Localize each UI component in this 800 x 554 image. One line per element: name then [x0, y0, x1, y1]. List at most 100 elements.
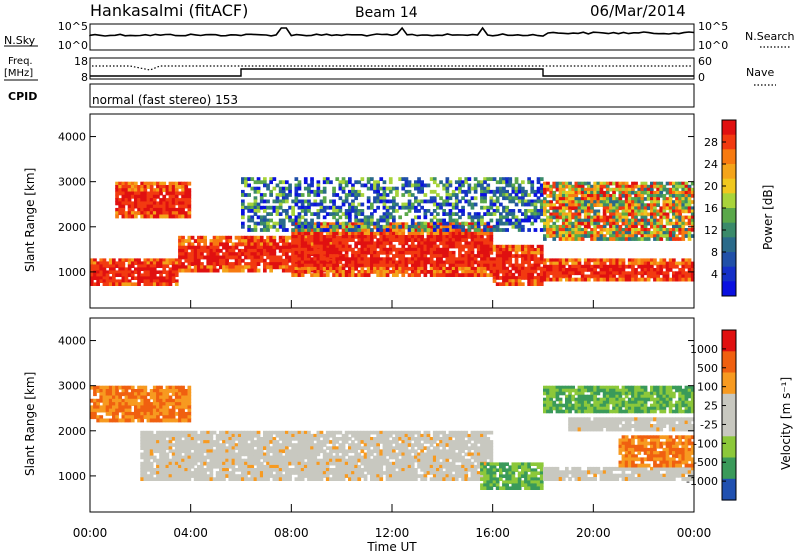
heatmap-cell — [187, 201, 192, 206]
heatmap-cell — [546, 224, 550, 229]
heatmap-cell — [420, 205, 424, 210]
heatmap-cell — [178, 201, 182, 206]
heatmap-cell — [404, 235, 409, 239]
heatmap-cell — [385, 218, 390, 223]
heatmap-cell — [461, 238, 465, 242]
heatmap-cell — [530, 266, 535, 271]
heatmap-cell — [256, 440, 261, 444]
heatmap-cell — [568, 184, 572, 189]
heatmap-cell — [162, 207, 167, 212]
heatmap-cell — [357, 193, 362, 197]
heatmap-cell — [370, 266, 374, 271]
heatmap-cell — [300, 464, 305, 469]
heatmap-cell — [631, 187, 635, 192]
heatmap-cell — [407, 247, 412, 252]
heatmap-cell — [571, 264, 575, 269]
heatmap-cell — [448, 254, 453, 258]
heatmap-cell — [303, 235, 308, 240]
heatmap-cell — [470, 202, 475, 207]
heatmap-cell — [442, 183, 446, 188]
heatmap-cell — [149, 443, 154, 447]
heatmap-cell — [502, 189, 506, 194]
heatmap-cell — [222, 471, 226, 475]
heatmap-cell — [382, 244, 387, 249]
heatmap-cell — [461, 221, 465, 226]
heatmap-cell — [448, 257, 453, 262]
heatmap-cell — [354, 189, 358, 194]
heatmap-cell — [118, 267, 122, 271]
heatmap-cell — [281, 468, 286, 472]
heatmap-cell — [659, 237, 664, 241]
heatmap-cell — [102, 279, 107, 283]
colorbar-swatch — [722, 193, 736, 209]
heatmap-cell — [215, 446, 220, 450]
heatmap-cell — [417, 180, 421, 185]
heatmap-cell — [650, 268, 654, 272]
heatmap-cell — [250, 446, 255, 450]
heatmap-cell — [178, 468, 182, 472]
heatmap-cell — [307, 189, 311, 194]
heatmap-cell — [423, 257, 428, 262]
heatmap-cell — [266, 199, 270, 204]
heatmap-cell — [442, 209, 446, 213]
heatmap-cell — [234, 235, 239, 240]
heatmap-cell — [269, 468, 273, 472]
heatmap-cell — [215, 455, 220, 460]
heatmap-cell — [310, 260, 314, 265]
heatmap-cell — [253, 202, 258, 207]
heatmap-cell — [536, 244, 541, 249]
heatmap-cell — [162, 430, 167, 435]
heatmap-cell — [565, 181, 569, 186]
heatmap-cell — [420, 231, 424, 236]
heatmap-cell — [266, 468, 270, 472]
heatmap-cell — [156, 204, 160, 209]
heatmap-cell — [577, 218, 582, 223]
heatmap-cell — [159, 433, 163, 438]
heatmap-cell — [426, 250, 431, 255]
heatmap-cell — [546, 258, 550, 263]
heatmap-cell — [143, 267, 148, 271]
heatmap-cell — [599, 194, 604, 198]
heatmap-cell — [470, 218, 475, 223]
heatmap-cell — [646, 184, 651, 189]
heatmap-cell — [253, 196, 258, 201]
heatmap-cell — [621, 261, 626, 266]
heatmap-cell — [156, 440, 160, 444]
heatmap-cell — [118, 207, 122, 212]
heatmap-cell — [410, 254, 415, 258]
heatmap-cell — [552, 268, 557, 272]
heatmap-cell — [203, 446, 207, 450]
heatmap-cell — [618, 212, 623, 217]
heatmap-cell — [316, 474, 321, 478]
heatmap-cell — [149, 185, 154, 189]
heatmap-cell — [517, 209, 522, 213]
heatmap-cell — [596, 187, 601, 192]
heatmap-cell — [552, 264, 557, 269]
heatmap-cell — [303, 468, 308, 472]
heatmap-cell — [159, 214, 163, 219]
heatmap-cell — [549, 264, 553, 269]
heatmap-cell — [486, 183, 491, 188]
heatmap-cell — [483, 222, 487, 227]
heatmap-cell — [470, 247, 475, 252]
heatmap-cell — [313, 241, 318, 246]
heatmap-cell — [228, 430, 233, 435]
heatmap-cell — [200, 440, 204, 444]
heatmap-cell — [269, 430, 273, 435]
heatmap-cell — [338, 247, 343, 252]
heatmap-cell — [203, 268, 207, 273]
heatmap-cell — [206, 443, 211, 447]
heatmap-cell — [149, 449, 154, 454]
heatmap-cell — [363, 228, 368, 233]
heatmap-cell — [590, 206, 594, 211]
heatmap-cell — [174, 185, 179, 189]
heatmap-cell — [360, 193, 365, 197]
heatmap-cell — [310, 464, 314, 469]
heatmap-cell — [219, 455, 223, 460]
heatmap-cell — [596, 261, 601, 266]
heatmap-cell — [335, 250, 340, 255]
heatmap-cell — [130, 181, 135, 186]
heatmap-cell — [401, 222, 406, 227]
heatmap-cell — [546, 271, 550, 276]
heatmap-cell — [156, 214, 160, 219]
